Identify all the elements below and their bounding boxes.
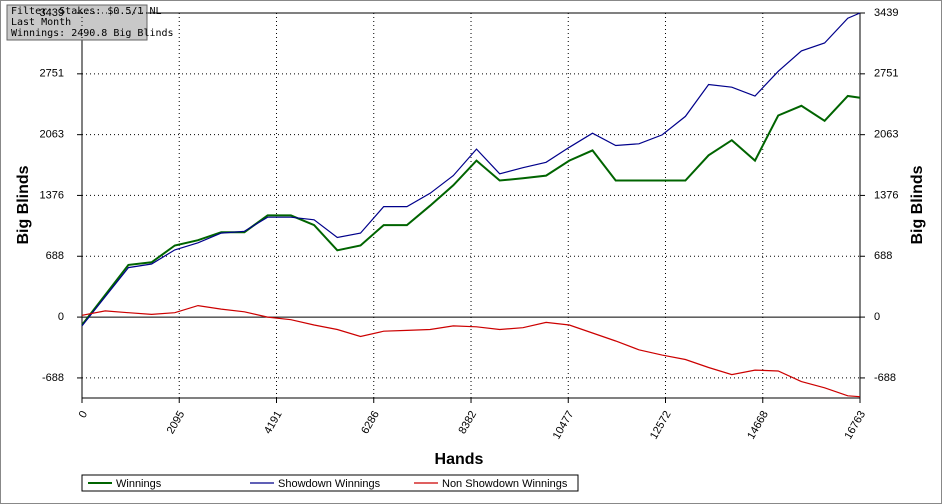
y2-axis-label: Big Blinds xyxy=(909,165,926,244)
info-box: Filter: Stakes: $0.5/1 NL Last Month Win… xyxy=(6,4,174,41)
series-line xyxy=(81,304,861,398)
x-tick-label: 0 xyxy=(77,409,90,420)
y2-tick-label: 1376 xyxy=(874,189,898,201)
legend xyxy=(81,474,579,492)
series-line xyxy=(81,12,861,327)
legend-label: Non Showdown Winnings xyxy=(442,478,568,490)
y-tick-label: 1376 xyxy=(40,189,64,201)
info-line: Winnings: 2490.8 Big Blinds xyxy=(11,28,174,39)
info-background xyxy=(6,4,148,41)
y2-tick-label: 0 xyxy=(874,311,880,323)
y-axis-label: Big Blinds xyxy=(15,165,32,244)
y2-tick-label: -688 xyxy=(874,372,896,384)
legend-label: Showdown Winnings xyxy=(278,478,381,490)
y-tick-label: 0 xyxy=(58,311,64,323)
info-line: Last Month xyxy=(11,17,71,28)
y-tick-label: 3439 xyxy=(40,7,64,19)
x-axis-label: Hands xyxy=(435,451,484,468)
y2-tick-label: 688 xyxy=(874,250,892,262)
series-line xyxy=(81,94,861,326)
legend-label: Winnings xyxy=(116,478,162,490)
y-tick-label: 688 xyxy=(46,250,64,262)
y-tick-label: 2063 xyxy=(40,129,64,141)
y-tick-label: 2751 xyxy=(40,68,64,80)
y2-tick-label: 2063 xyxy=(874,129,898,141)
y-tick-label: -688 xyxy=(42,372,64,384)
y2-tick-label: 3439 xyxy=(874,7,898,19)
y2-tick-label: 2751 xyxy=(874,68,898,80)
info-line: Filter: Stakes: $0.5/1 NL xyxy=(11,6,162,17)
